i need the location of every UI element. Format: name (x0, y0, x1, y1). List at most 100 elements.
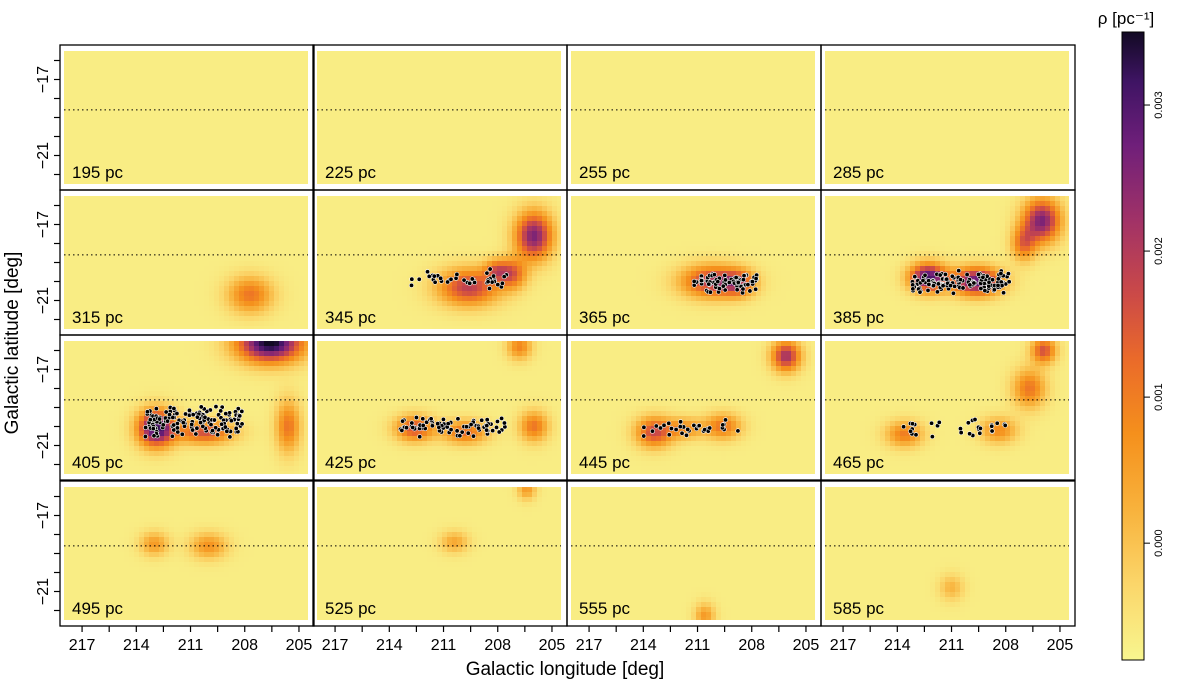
star-point (980, 274, 986, 280)
panel-8: 405 pc (59, 334, 315, 481)
star-point (160, 422, 166, 428)
x-axis-label: Galactic longitude [deg] (466, 659, 665, 680)
star-point (487, 266, 493, 272)
y-tick-label: −17 (35, 66, 52, 93)
y-tick-label: −17 (35, 502, 52, 529)
star-point (183, 411, 189, 417)
star-point (479, 417, 485, 423)
star-point (910, 286, 916, 292)
density-map (825, 487, 1069, 620)
star-point (144, 409, 150, 415)
x-tick-label: 211 (431, 637, 457, 654)
star-point (227, 434, 233, 440)
star-point (194, 414, 200, 420)
star-point (720, 283, 726, 289)
star-point (998, 271, 1004, 277)
star-point (151, 433, 157, 439)
density-map (64, 51, 308, 184)
star-point (424, 419, 430, 425)
density-map (571, 487, 815, 620)
star-point (194, 425, 200, 431)
panel-frame (820, 480, 1076, 627)
x-tick-label: 208 (992, 637, 1019, 654)
panel-0: 195 pc (59, 44, 315, 191)
star-point (476, 425, 482, 431)
distance-label: 585 pc (833, 599, 885, 618)
star-point (484, 270, 490, 276)
colorbar-tick-label: 0.002 (1153, 237, 1165, 265)
star-point (410, 424, 416, 430)
colorbar-tick-label: 0.001 (1153, 383, 1165, 411)
star-point (171, 405, 177, 411)
star-point (707, 425, 713, 431)
star-point (445, 421, 451, 427)
star-point (409, 420, 415, 426)
star-point (960, 285, 966, 291)
star-point (720, 422, 726, 428)
y-tick-label: −17 (35, 356, 52, 383)
x-tick-label: 217 (830, 637, 857, 654)
distance-label: 385 pc (833, 308, 885, 327)
distance-label: 555 pc (579, 599, 631, 618)
star-point (716, 286, 722, 292)
star-point (696, 423, 702, 429)
star-point (685, 426, 691, 432)
star-point (223, 411, 229, 417)
distance-label: 495 pc (72, 599, 124, 618)
distance-label: 425 pc (325, 453, 377, 472)
x-tick-label: 208 (231, 637, 258, 654)
star-point (465, 430, 471, 436)
star-point (222, 424, 228, 430)
star-point (435, 421, 441, 427)
x-tick-label: 208 (484, 637, 511, 654)
star-point (958, 277, 964, 283)
star-point (964, 272, 970, 278)
panel-3: 285 pc (820, 44, 1076, 191)
star-point (494, 424, 500, 430)
star-point (147, 417, 153, 423)
star-point (457, 433, 463, 439)
star-point (420, 416, 426, 422)
star-point (237, 413, 243, 419)
star-point (658, 425, 664, 431)
star-point (448, 427, 454, 433)
star-point (661, 422, 667, 428)
star-point (1001, 290, 1007, 296)
star-point (209, 428, 215, 434)
star-point (175, 429, 181, 435)
star-point (948, 283, 954, 289)
star-point (490, 428, 496, 434)
star-point (239, 408, 245, 414)
star-point (995, 276, 1001, 282)
star-point (484, 427, 490, 433)
star-point (171, 422, 177, 428)
star-point (440, 416, 446, 422)
star-point (179, 431, 185, 437)
star-point (429, 423, 435, 429)
x-tick-label: 211 (939, 637, 965, 654)
star-point (461, 277, 467, 283)
star-point (432, 279, 438, 285)
star-point (977, 430, 983, 436)
star-point (683, 432, 689, 438)
star-point (666, 420, 672, 426)
star-point (470, 433, 476, 439)
distance-label: 285 pc (833, 163, 885, 182)
star-point (224, 428, 230, 434)
star-point (174, 425, 180, 431)
star-point (735, 428, 741, 434)
star-point (937, 272, 943, 278)
distance-label: 225 pc (325, 163, 377, 182)
x-tick-label: 214 (376, 637, 403, 654)
panel-15: 585 pc (820, 480, 1076, 627)
star-point (169, 433, 175, 439)
star-point (165, 418, 171, 424)
x-tick-label: 205 (286, 637, 313, 654)
star-point (935, 281, 941, 287)
star-point (233, 425, 239, 431)
star-point (416, 276, 422, 282)
star-point (666, 432, 672, 438)
star-point (487, 285, 493, 291)
star-point (967, 282, 973, 288)
panel-1: 225 pc (312, 44, 568, 191)
